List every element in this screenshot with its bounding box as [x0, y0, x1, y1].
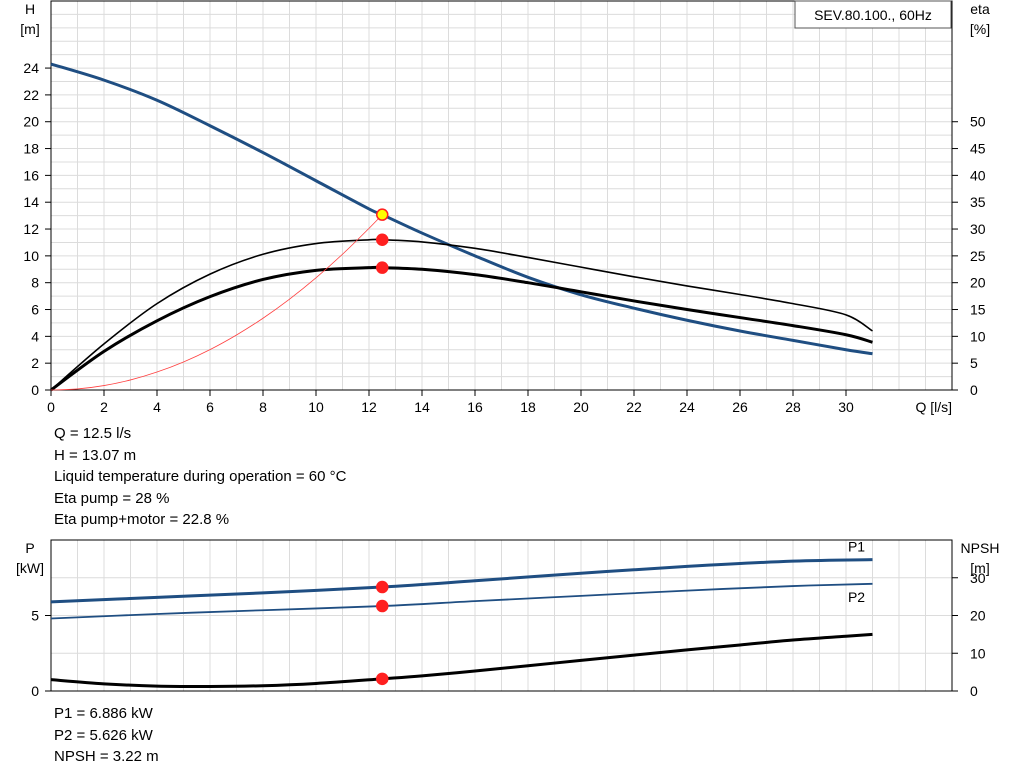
x-tick-label: 4 — [153, 399, 161, 415]
y2-tick-label: 0 — [970, 683, 978, 699]
x-tick-label: 28 — [785, 399, 801, 415]
series-npsh — [50, 632, 873, 688]
y-tick-label: 4 — [31, 328, 39, 344]
y2-axis-unit: [m] — [970, 560, 989, 576]
y-axis-unit: [kW] — [16, 560, 44, 576]
chart-title: SEV.80.100., 60Hz — [814, 7, 932, 23]
x-tick-label: 20 — [573, 399, 589, 415]
info-p1: P1 = 6.886 kW — [54, 705, 153, 722]
series-head — [50, 62, 873, 356]
x-tick-label: 10 — [308, 399, 324, 415]
y-tick-label: 10 — [23, 248, 39, 264]
x-tick-label: 24 — [679, 399, 695, 415]
y-tick-label: 5 — [31, 608, 39, 624]
y2-tick-label: 40 — [970, 167, 986, 183]
plot-frame — [50, 0, 953, 391]
power-info: P1 = 6.886 kW P2 = 5.626 kW NPSH = 3.22 … — [54, 703, 159, 768]
series-label-p2: P2 — [848, 589, 865, 605]
y2-tick-label: 30 — [970, 570, 986, 586]
info-eta-pump-motor: Eta pump+motor = 22.8 % — [54, 511, 230, 528]
x-tick-label: 22 — [626, 399, 642, 415]
y-tick-label: 0 — [31, 382, 39, 398]
x-tick-label: 16 — [467, 399, 483, 415]
series-system-curve — [50, 214, 383, 391]
y2-axis-label: eta — [970, 1, 990, 17]
y2-tick-label: 10 — [970, 645, 986, 661]
x-tick-label: 26 — [732, 399, 748, 415]
title-box — [794, 0, 952, 29]
duty-point-marker — [376, 261, 389, 274]
duty-point-marker — [376, 233, 389, 247]
y-tick-label: 12 — [23, 221, 39, 237]
y2-tick-label: 50 — [970, 114, 986, 130]
info-npsh: NPSH = 3.22 m — [54, 748, 159, 765]
y-tick-label: 24 — [23, 60, 39, 76]
y-tick-label: 22 — [23, 87, 39, 103]
y2-tick-label: 30 — [970, 221, 986, 237]
y2-tick-label: 5 — [970, 355, 978, 371]
x-tick-label: 18 — [520, 399, 536, 415]
y-tick-label: 2 — [31, 355, 39, 371]
x-tick-label: 6 — [206, 399, 214, 415]
y2-axis-unit: [%] — [970, 21, 990, 37]
y2-tick-label: 15 — [970, 302, 986, 318]
info-temperature: Liquid temperature during operation = 60… — [54, 468, 347, 485]
y-axis-label: H — [25, 1, 35, 17]
series-p1 — [50, 558, 873, 604]
y2-tick-label: 35 — [970, 194, 986, 210]
duty-point-marker — [376, 208, 389, 221]
y-axis-unit: [m] — [20, 21, 39, 37]
x-tick-label: 2 — [100, 399, 108, 415]
series-eta-pump — [50, 238, 873, 391]
y2-tick-label: 10 — [970, 328, 986, 344]
y2-axis-label: NPSH — [961, 540, 1000, 556]
duty-point-marker — [376, 672, 389, 686]
y2-tick-label: 25 — [970, 248, 986, 264]
y2-tick-label: 20 — [970, 608, 986, 624]
x-tick-label: 12 — [361, 399, 377, 415]
y2-tick-label: 45 — [970, 141, 986, 157]
y-tick-label: 14 — [23, 194, 39, 210]
info-head: H = 13.07 m — [54, 446, 137, 464]
y2-tick-label: 20 — [970, 275, 986, 291]
x-tick-label: 0 — [47, 399, 55, 415]
info-eta-pump: Eta pump = 28 % — [54, 489, 170, 507]
duty-point-marker — [376, 599, 389, 613]
x-tick-label: 8 — [259, 399, 267, 415]
series-label-p1: P1 — [848, 539, 865, 555]
info-flow: Q = 12.5 l/s — [54, 425, 132, 442]
x-tick-label: 14 — [414, 399, 430, 415]
y-tick-label: 0 — [31, 683, 39, 699]
duty-point-marker — [376, 580, 389, 594]
y-tick-label: 20 — [23, 114, 39, 130]
series-p2 — [50, 582, 873, 620]
y-tick-label: 8 — [31, 275, 39, 291]
y-tick-label: 6 — [31, 302, 39, 318]
info-p2: P2 = 5.626 kW — [54, 726, 153, 744]
series-eta-pump-motor — [50, 265, 873, 392]
x-axis-label: Q [l/s] — [915, 399, 952, 415]
y-axis-label: P — [25, 540, 34, 556]
y-tick-label: 16 — [23, 167, 39, 183]
y2-tick-label: 0 — [970, 382, 978, 398]
y-tick-label: 18 — [23, 141, 39, 157]
duty-point-info: Q = 12.5 l/s H = 13.07 m Liquid temperat… — [54, 423, 346, 531]
x-tick-label: 30 — [838, 399, 854, 415]
